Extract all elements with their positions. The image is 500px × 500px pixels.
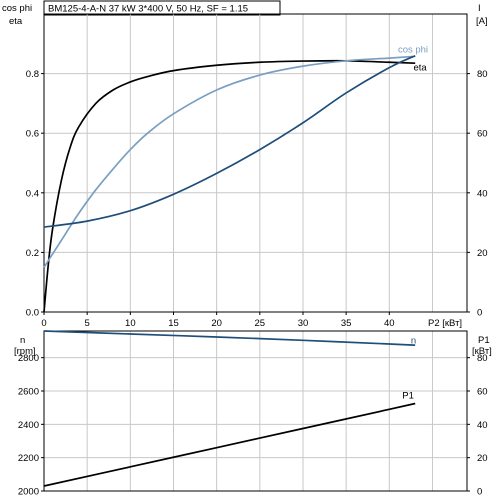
chart-title: BM125-4-A-N 37 kW 3*400 V, 50 Hz, SF = 1… bbox=[48, 4, 248, 15]
x-tick-label: 25 bbox=[255, 318, 266, 329]
left-tick-label: 0.6 bbox=[26, 129, 39, 140]
left-axis-label-speed: n bbox=[20, 335, 25, 346]
curve-label-cos-phi: cos phi bbox=[398, 45, 428, 56]
x-tick-label: 35 bbox=[341, 318, 352, 329]
x-tick-label: 15 bbox=[168, 318, 179, 329]
upper-frame bbox=[43, 13, 468, 313]
lower-series bbox=[43, 330, 416, 487]
right-tick-label: 80 bbox=[477, 353, 488, 364]
right-tick-label: 0 bbox=[477, 487, 482, 498]
left-tick-label: 0.4 bbox=[26, 188, 39, 199]
x-tick-label: 0 bbox=[41, 318, 46, 329]
lower-panel: 2000 2200 2400 2600 2800 0 20 40 60 80 n P1 n [rpm… bbox=[14, 330, 492, 498]
left-tick-label: 2400 bbox=[18, 420, 39, 431]
x-tick-label: 5 bbox=[85, 318, 90, 329]
right-axis-label-power: P1 bbox=[478, 335, 490, 346]
right-axis-label-power-unit: [кВт] bbox=[472, 346, 492, 357]
left-tick-label: 2800 bbox=[18, 353, 39, 364]
lower-grid bbox=[44, 331, 467, 491]
right-tick-label: 40 bbox=[477, 188, 488, 199]
curve-label-p1: P1 bbox=[402, 391, 414, 402]
right-tick-label: 60 bbox=[477, 387, 488, 398]
x-tick-label: 30 bbox=[298, 318, 309, 329]
upper-ticks: 0.0 0.2 0.4 0.6 0.8 0 20 40 60 80 0 5 10 15 20 25 30 35 40 bbox=[26, 69, 488, 329]
left-tick-label: 0.2 bbox=[26, 248, 39, 259]
lower-curve-labels: n P1 bbox=[402, 336, 416, 402]
x-tick-label: 10 bbox=[125, 318, 136, 329]
x-tick-label: 40 bbox=[384, 318, 395, 329]
x-tick-label: 20 bbox=[211, 318, 222, 329]
upper-panel: 0.0 0.2 0.4 0.6 0.8 0 20 40 60 80 0 5 10 15 20 25 30 35 40… bbox=[2, 3, 488, 329]
series-line-p1 bbox=[43, 402, 416, 487]
right-tick-label: 60 bbox=[477, 129, 488, 140]
series-line-eta bbox=[43, 59, 416, 313]
right-tick-label: 40 bbox=[477, 420, 488, 431]
left-tick-label: 2600 bbox=[18, 387, 39, 398]
upper-curve-labels: cos phi eta bbox=[398, 45, 428, 74]
curve-label-eta: eta bbox=[413, 63, 427, 74]
right-tick-label: 0 bbox=[477, 308, 482, 319]
right-tick-label: 20 bbox=[477, 453, 488, 464]
lower-ticks: 2000 2200 2400 2600 2800 0 20 40 60 80 bbox=[18, 353, 488, 497]
right-tick-label: 80 bbox=[477, 69, 488, 80]
series-line-n bbox=[43, 330, 416, 347]
left-tick-label: 2000 bbox=[18, 487, 39, 498]
series-line-i bbox=[43, 54, 416, 228]
right-tick-label: 20 bbox=[477, 248, 488, 259]
upper-grid bbox=[44, 14, 467, 312]
lower-frame bbox=[43, 330, 468, 492]
right-axis-label-current: I bbox=[478, 3, 481, 14]
title-box: BM125-4-A-N 37 kW 3*400 V, 50 Hz, SF = 1… bbox=[43, 0, 281, 16]
left-tick-label: 0.0 bbox=[26, 308, 39, 319]
right-axis-label-current-unit: [A] bbox=[476, 16, 488, 27]
series-line-cos-phi bbox=[43, 55, 416, 268]
left-axis-label-eta: eta bbox=[9, 16, 23, 27]
curve-label-n: n bbox=[411, 336, 416, 347]
left-axis-label-speed-unit: [rpm] bbox=[14, 346, 36, 357]
upper-series bbox=[43, 54, 416, 313]
left-tick-label: 0.8 bbox=[26, 69, 39, 80]
x-axis-label-p2: P2 [кВт] bbox=[428, 318, 462, 329]
left-tick-label: 2200 bbox=[18, 453, 39, 464]
left-axis-label-cosphi: cos phi bbox=[2, 3, 32, 14]
